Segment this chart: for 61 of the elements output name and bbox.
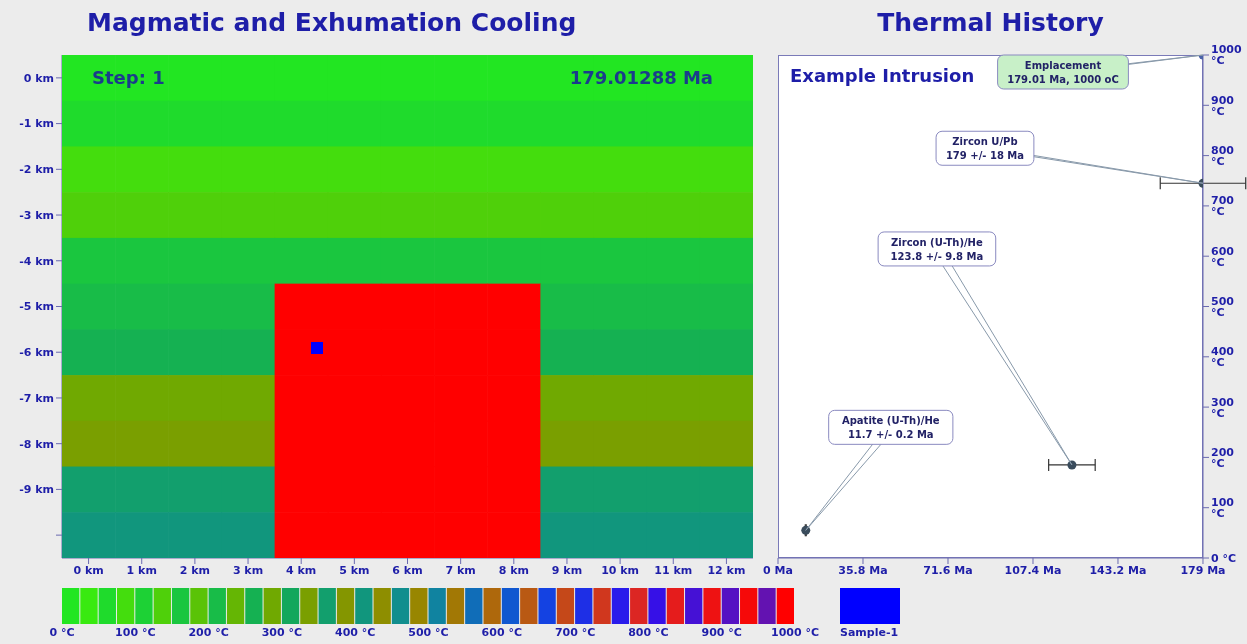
- y-tick-label: 100 °C: [1211, 496, 1235, 521]
- x-tick-label: 0 Ma: [763, 563, 793, 577]
- y-tick-label: 800 °C: [1211, 144, 1235, 169]
- x-tick-label: 12 km: [707, 563, 746, 577]
- y-tick-label: -3 km: [19, 208, 54, 222]
- y-tick-label: -4 km: [19, 254, 54, 268]
- y-tick-label: -6 km: [19, 346, 54, 360]
- x-tick-label: 6 km: [392, 563, 423, 577]
- y-tick-label: -7 km: [19, 391, 54, 405]
- color-bar-label: 100 °C: [114, 626, 157, 639]
- color-bar-label: 200 °C: [187, 626, 230, 639]
- color-bar-label: 300 °C: [260, 626, 304, 639]
- x-tick-label: 5 km: [339, 563, 370, 577]
- color-bar-label: 1000 °C: [770, 626, 820, 639]
- chart-title: Magmatic and Exhumation Cooling: [86, 8, 578, 37]
- text: Sample-1: [840, 626, 900, 639]
- color-bar-label: 700 °C: [553, 626, 597, 639]
- color-bar-label: 0 °C: [48, 626, 76, 639]
- y-tick-label: -5 km: [19, 300, 54, 314]
- x-tick-label: 71.6 Ma: [923, 563, 973, 577]
- y-tick-label: 200 °C: [1211, 445, 1235, 470]
- y-tick-label: -2 km: [19, 163, 54, 177]
- annotation: 179.01288 Ma: [568, 67, 713, 88]
- y-tick-label: 1000 °C: [1211, 43, 1242, 68]
- y-tick-label: 900 °C: [1211, 93, 1235, 118]
- x-tick-label: 107.4 Ma: [1004, 563, 1062, 577]
- y-tick-label: 0 °C: [1211, 551, 1237, 565]
- y-tick-label: 700 °C: [1211, 194, 1235, 219]
- y-tick-label: 0 km: [23, 71, 54, 85]
- color-bar-label: 800 °C: [627, 626, 670, 639]
- y-tick-label: 300 °C: [1211, 395, 1235, 420]
- y-tick-label: 600 °C: [1211, 244, 1235, 269]
- y-tick-label: -1 km: [19, 117, 54, 131]
- x-tick-label: 8 km: [498, 563, 529, 577]
- y-tick-label: -8 km: [19, 437, 54, 451]
- y-tick-label: 500 °C: [1211, 294, 1235, 319]
- annotation: Zircon U/Pb 179 +/- 18 Ma: [945, 136, 1025, 162]
- color-bar-label: 600 °C: [480, 626, 523, 639]
- x-tick-label: 10 km: [601, 563, 640, 577]
- annotation: Step: 1: [92, 67, 165, 88]
- annotation: Emplacement 179.01 Ma, 1000 oC: [1007, 60, 1119, 85]
- x-tick-label: 143.2 Ma: [1089, 563, 1147, 577]
- y-tick-label: 400 °C: [1211, 345, 1235, 370]
- y-tick-label: -9 km: [19, 483, 54, 497]
- x-tick-label: 0 km: [73, 563, 104, 577]
- x-tick-label: 179 Ma: [1180, 563, 1226, 577]
- annotation: Apatite (U-Th)/He 11.7 +/- 0.2 Ma: [841, 415, 940, 441]
- color-bar-label: 500 °C: [407, 626, 450, 639]
- color-bar-label: 400 °C: [334, 626, 377, 639]
- color-bar-label: 900 °C: [700, 626, 743, 639]
- x-tick-label: 35.8 Ma: [838, 563, 888, 577]
- x-tick-label: 1 km: [126, 563, 157, 577]
- x-tick-label: 3 km: [232, 563, 264, 577]
- x-tick-label: 11 km: [654, 563, 693, 577]
- x-tick-label: 4 km: [286, 563, 317, 577]
- x-tick-label: 9 km: [551, 563, 583, 577]
- text: Example Intrusion: [790, 65, 975, 86]
- chart-title: Thermal History: [876, 8, 1105, 37]
- x-tick-label: 7 km: [445, 563, 476, 577]
- x-tick-label: 2 km: [179, 563, 211, 577]
- annotation: Zircon (U-Th)/He 123.8 +/- 9.8 Ma: [890, 236, 984, 262]
